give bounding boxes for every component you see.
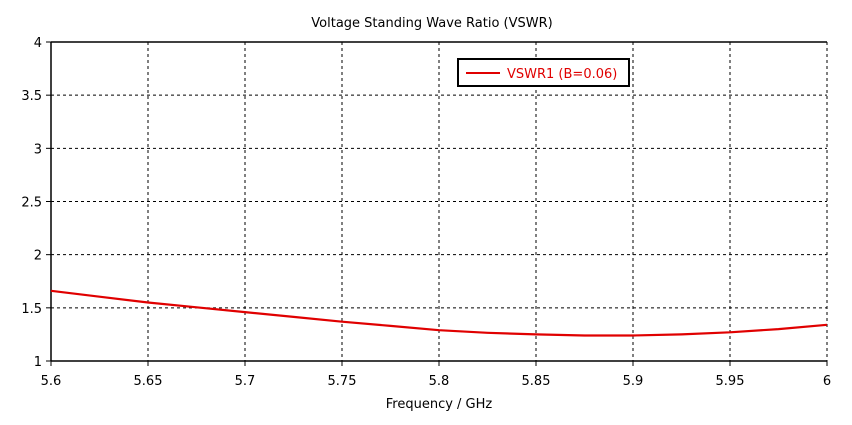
y-tick-label: 1.5 (21, 302, 42, 317)
x-tick-label: 5.6 (41, 374, 62, 389)
y-tick-label: 2 (34, 249, 42, 264)
grid (51, 42, 827, 361)
y-axis-ticks: 1 1.5 2 2.5 3 3.5 4 (21, 36, 51, 370)
y-tick-label: 2.5 (21, 196, 42, 211)
x-tick-label: 6 (823, 374, 831, 389)
x-tick-label: 5.65 (134, 374, 163, 389)
legend: VSWR1 (B=0.06) (457, 58, 630, 87)
x-tick-label: 5.7 (235, 374, 256, 389)
chart-title: Voltage Standing Wave Ratio (VSWR) (311, 16, 552, 31)
y-tick-label: 1 (34, 355, 42, 370)
x-tick-label: 5.75 (328, 374, 357, 389)
legend-label-vswr1: VSWR1 (B=0.06) (507, 67, 617, 82)
x-tick-label: 5.85 (522, 374, 551, 389)
x-axis-label: Frequency / GHz (386, 397, 493, 412)
y-tick-label: 3 (34, 142, 42, 157)
x-tick-label: 5.95 (716, 374, 745, 389)
y-tick-label: 3.5 (21, 89, 42, 104)
y-tick-label: 4 (34, 36, 42, 51)
x-tick-label: 5.9 (623, 374, 644, 389)
x-axis-ticks: 5.6 5.65 5.7 5.75 5.8 5.85 5.9 5.95 6 (41, 361, 831, 389)
series-line-vswr1 (50, 289, 828, 337)
series-lines (50, 289, 828, 337)
x-tick-label: 5.8 (429, 374, 450, 389)
